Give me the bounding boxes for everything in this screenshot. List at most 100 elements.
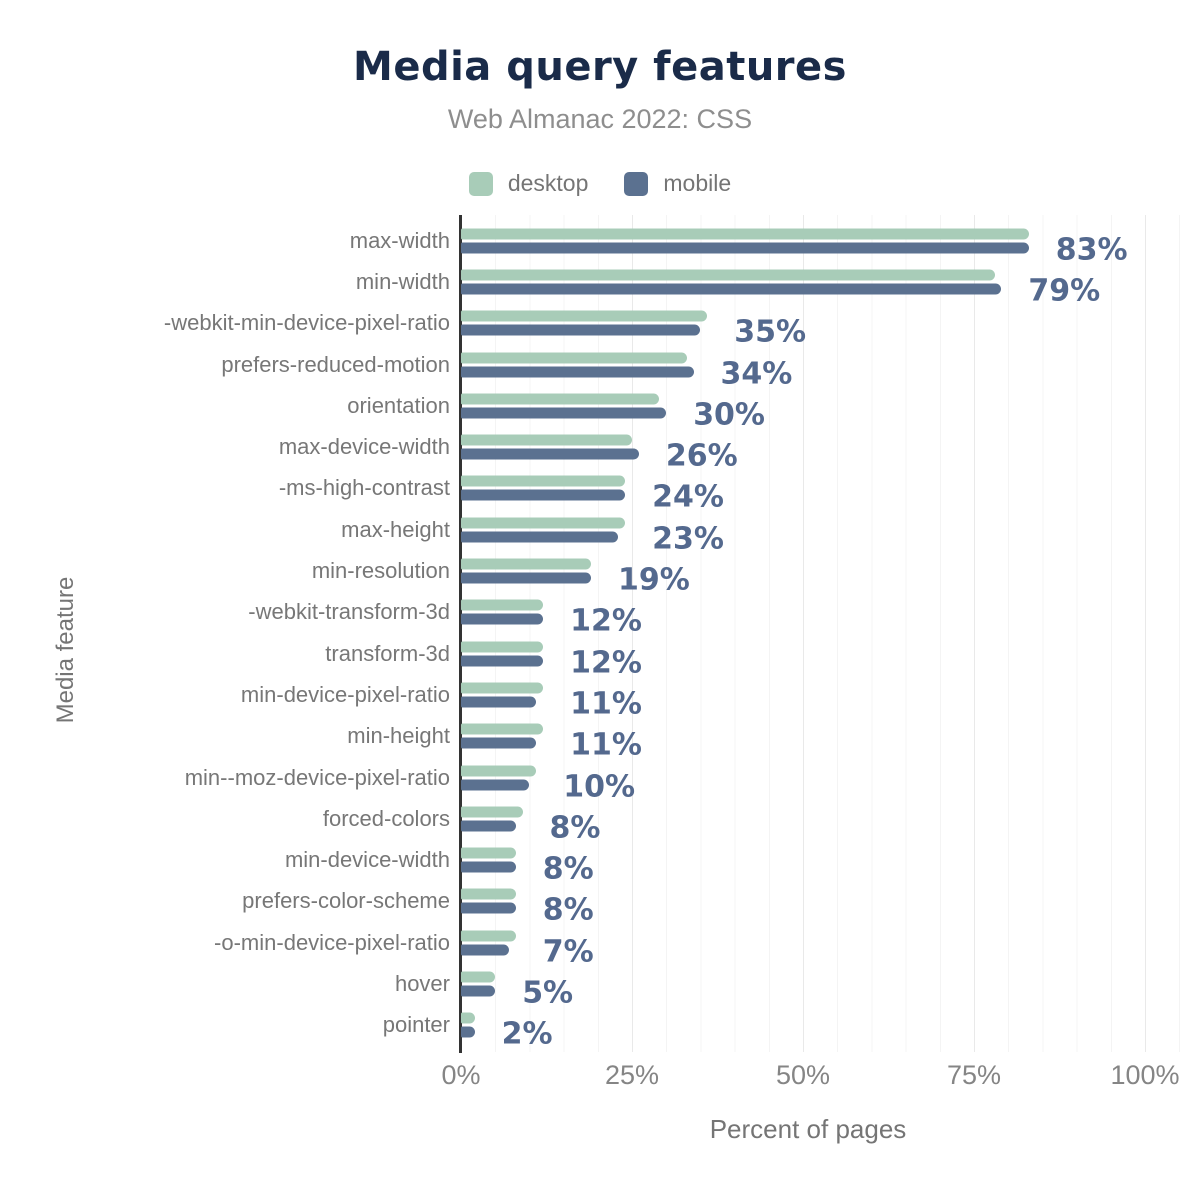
value-label: 11% — [570, 686, 642, 722]
mobile-bar — [461, 985, 496, 997]
legend-item: desktop — [468, 170, 588, 197]
bar-group — [461, 641, 544, 667]
category-label: min-device-pixel-ratio — [240, 681, 450, 707]
category-label: prefers-color-scheme — [242, 888, 450, 914]
bar-group — [461, 558, 591, 584]
bar-row: min-resolution 19% — [0, 550, 1200, 598]
mobile-bar — [461, 489, 626, 501]
bar-group — [461, 517, 626, 543]
value-label: 34% — [720, 356, 793, 392]
bar-row: forced-colors 8% — [0, 798, 1200, 846]
bar-group — [461, 723, 544, 749]
value-label: 11% — [570, 727, 642, 763]
desktop-bar — [461, 558, 591, 570]
desktop-bar — [461, 641, 544, 653]
bar-row: orientation 30% — [0, 385, 1200, 433]
mobile-bar — [461, 448, 639, 460]
bar-group — [461, 847, 516, 873]
bar-group — [461, 434, 639, 460]
value-label: 23% — [652, 521, 724, 557]
mobile-bar — [461, 655, 544, 667]
category-label: -ms-high-contrast — [278, 475, 450, 501]
category-label: min--moz-device-pixel-ratio — [184, 764, 450, 790]
value-label: 12% — [570, 645, 642, 681]
bar-row: max-height 23% — [0, 509, 1200, 557]
bar-group — [461, 475, 626, 501]
bar-group — [461, 888, 516, 914]
mobile-bar — [461, 324, 701, 336]
value-label: 10% — [563, 769, 636, 805]
desktop-bar — [461, 847, 516, 859]
legend: desktop mobile — [0, 170, 1200, 197]
mobile-bar — [461, 779, 530, 791]
category-label: max-width — [349, 227, 450, 253]
value-label: 24% — [652, 479, 724, 515]
mobile-bar — [461, 407, 667, 419]
x-tick-label: 50% — [775, 1060, 831, 1090]
bar-row: min-height 11% — [0, 716, 1200, 763]
category-label: min-resolution — [311, 558, 450, 584]
value-label: 79% — [1028, 273, 1101, 309]
category-label: orientation — [347, 392, 450, 418]
chart-title: Media query features — [353, 44, 847, 90]
category-label: -o-min-device-pixel-ratio — [214, 929, 450, 955]
mobile-bar — [461, 696, 537, 708]
mobile-bar — [461, 572, 591, 584]
bar-row: min--moz-device-pixel-ratio 10% — [0, 757, 1200, 805]
desktop-bar — [461, 682, 544, 694]
bar-group — [461, 971, 496, 997]
category-label: hover — [394, 971, 450, 997]
desktop-bar — [461, 765, 537, 777]
desktop-bar — [461, 930, 516, 942]
bar-group — [461, 682, 544, 708]
bar-row: pointer 2% — [0, 1005, 1200, 1052]
bar-group — [461, 930, 516, 956]
value-label: 26% — [665, 438, 738, 474]
x-axis-title: Percent of pages — [709, 1114, 907, 1144]
desktop-bar — [461, 393, 660, 405]
legend-label: mobile — [663, 170, 732, 196]
bar-row: -o-min-device-pixel-ratio 7% — [0, 922, 1200, 970]
value-label: 30% — [693, 397, 765, 433]
bar-row: transform-3d 12% — [0, 633, 1200, 681]
x-tick-label: 75% — [946, 1060, 1002, 1090]
category-label: prefers-reduced-motion — [221, 351, 450, 377]
value-label: 8% — [549, 810, 601, 846]
bar-group — [461, 806, 523, 832]
mobile-bar — [461, 902, 516, 914]
value-label: 5% — [522, 975, 574, 1011]
desktop-bar — [461, 517, 626, 529]
desktop-bar — [461, 228, 1029, 240]
desktop-bar — [461, 971, 496, 983]
mobile-bar — [461, 944, 509, 956]
x-tick-label: 0% — [441, 1060, 481, 1090]
bar-row: hover 5% — [0, 963, 1200, 1011]
desktop-bar — [461, 269, 995, 281]
mobile-bar — [461, 242, 1029, 254]
bar-group — [461, 393, 667, 419]
bar-row: -webkit-transform-3d 12% — [0, 592, 1200, 639]
bar-row: max-device-width 26% — [0, 427, 1200, 474]
desktop-bar — [461, 475, 626, 487]
bar-row: prefers-reduced-motion 34% — [0, 344, 1200, 392]
bar-group — [461, 228, 1029, 254]
bar-group — [461, 599, 544, 625]
category-label: min-device-width — [284, 847, 450, 873]
bar-group — [461, 352, 694, 378]
bar-row: min-device-width 8% — [0, 840, 1200, 887]
mobile-bar — [461, 737, 537, 749]
desktop-bar — [461, 806, 523, 818]
bar-group — [461, 269, 1002, 295]
value-label: 19% — [617, 562, 690, 598]
bar-group — [461, 765, 537, 791]
mobile-bar — [461, 1026, 475, 1038]
bar-row: min-width 79% — [0, 261, 1200, 309]
desktop-bar — [461, 1012, 475, 1024]
desktop-bar — [461, 434, 632, 446]
bar-row: max-width 83% — [0, 220, 1200, 268]
bar-group — [461, 1012, 475, 1038]
y-axis-line — [459, 215, 462, 1053]
value-label: 7% — [542, 934, 594, 970]
value-label: 12% — [570, 603, 642, 639]
mobile-bar — [461, 613, 544, 625]
